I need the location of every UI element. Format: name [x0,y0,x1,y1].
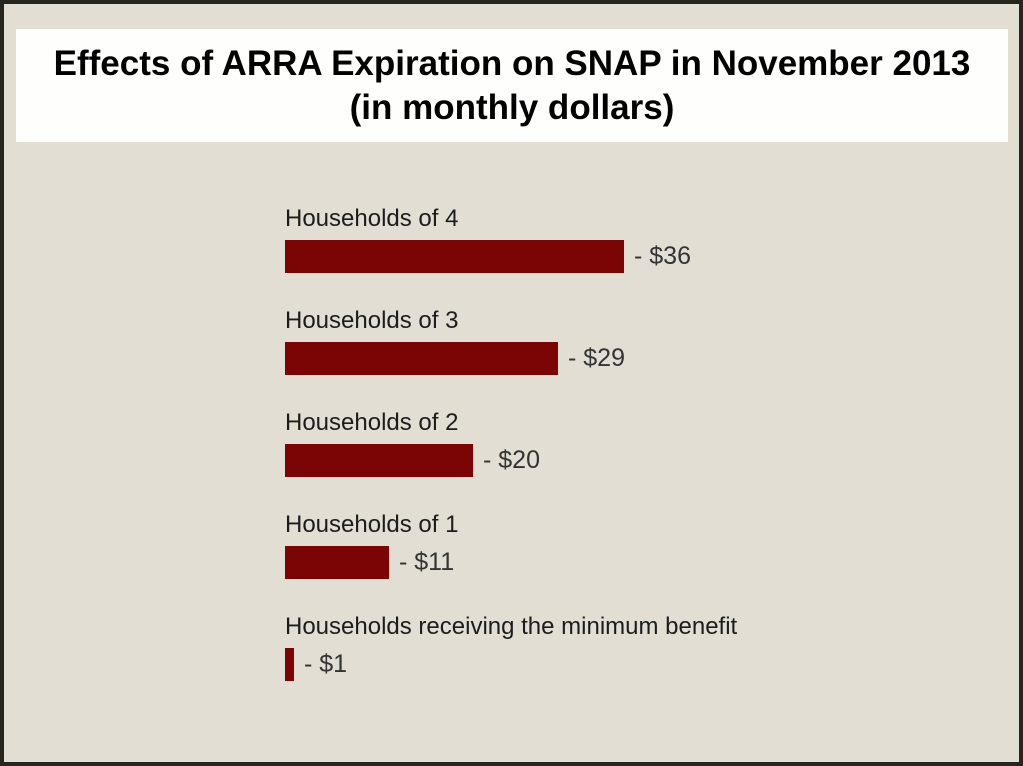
bar-line: - $36 [285,240,1005,273]
chart-title-line2: (in monthly dollars) [349,87,675,127]
bar-line: - $11 [285,546,1005,579]
bar-value: - $11 [399,548,455,576]
chart-row: Households of 4 - $36 [285,205,1005,273]
bar-label: Households of 4 [285,205,459,232]
bar [285,342,558,375]
chart-row: Households of 3 - $29 [285,307,1005,375]
bar-line: - $29 [285,342,1005,375]
bar [285,444,473,477]
bar-label: Households of 2 [285,409,459,436]
bar-label: Households of 3 [285,307,459,334]
bar-line: - $20 [285,444,1005,477]
chart-row: Households receiving the minimum benefit… [285,613,1005,681]
bar-value: - $29 [568,344,625,372]
bar-label: Households receiving the minimum benefit [285,613,738,640]
bar-label: Households of 1 [285,511,459,538]
chart-rows: Households of 4 - $36 Households of 3 - … [285,205,1005,715]
chart-row: Households of 1 - $11 [285,511,1005,579]
bar-value: - $20 [483,446,540,474]
bar-value: - $36 [634,242,691,270]
bar [285,546,389,579]
chart-title-line1: Effects of ARRA Expiration on SNAP in No… [53,43,971,83]
bar-line: - $1 [285,648,1005,681]
bar [285,240,624,273]
chart-title: Effects of ARRA Expiration on SNAP in No… [16,29,1008,142]
chart-row: Households of 2 - $20 [285,409,1005,477]
bar [285,648,294,681]
bar-value: - $1 [304,650,348,678]
